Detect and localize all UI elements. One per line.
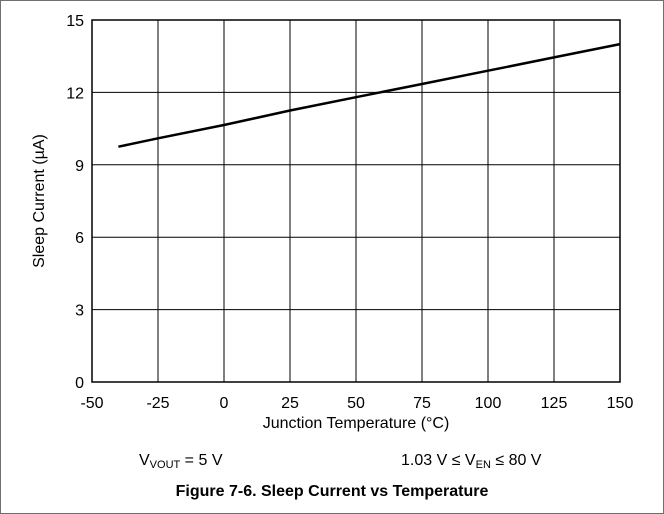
x-tick-label: 50 xyxy=(347,395,365,412)
x-tick-label: -50 xyxy=(80,395,103,412)
x-tick-label: 125 xyxy=(541,395,568,412)
figure-caption: Figure 7-6. Sleep Current vs Temperature xyxy=(175,483,489,500)
y-axis-title: Sleep Current (µA) xyxy=(31,134,48,268)
condition-ven: 1.03 V ≤ VEN ≤ 80 V xyxy=(401,452,542,471)
y-tick-label: 15 xyxy=(66,13,84,30)
x-tick-label: 100 xyxy=(475,395,502,412)
x-tick-label: 150 xyxy=(607,395,634,412)
y-tick-label: 6 xyxy=(75,230,84,247)
x-tick-label: 0 xyxy=(220,395,229,412)
sleep-current-series-line xyxy=(118,42,621,148)
x-tick-label: -25 xyxy=(146,395,169,412)
plot-border xyxy=(91,19,621,383)
y-tick-label: 12 xyxy=(66,85,84,102)
condition-vout: VVOUT = 5 V xyxy=(139,452,223,471)
x-tick-label: 75 xyxy=(413,395,431,412)
x-axis-title: Junction Temperature (°C) xyxy=(263,415,450,432)
y-tick-label: 0 xyxy=(75,375,84,392)
y-tick-label: 3 xyxy=(75,303,84,320)
sleep-current-chart: -50 -25 0 25 50 75 100 125 150 0 3 6 9 12 15 Junction T… xyxy=(31,13,634,432)
x-tick-label: 25 xyxy=(281,395,299,412)
y-tick-label: 9 xyxy=(75,158,84,175)
